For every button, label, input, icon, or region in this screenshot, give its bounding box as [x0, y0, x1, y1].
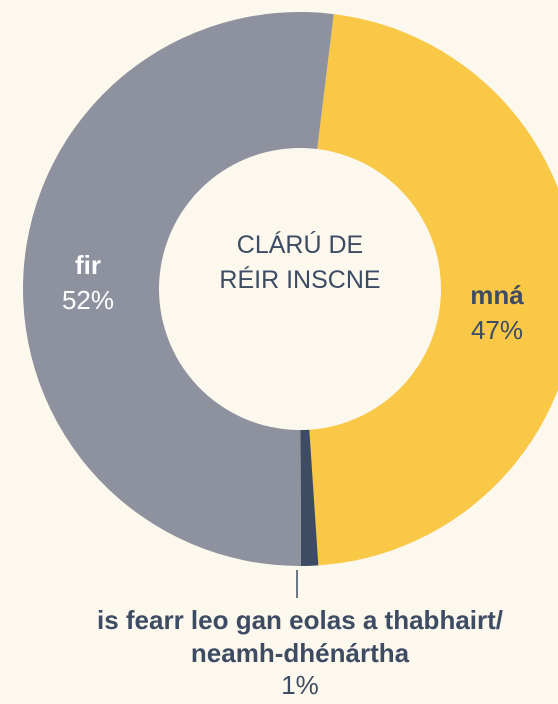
donut-slice: [300, 429, 319, 566]
donut-slice: [309, 14, 558, 566]
slice-label: mná 47%: [437, 280, 557, 346]
category-name: fir: [75, 250, 101, 280]
chart-title: CLÁRÚ DE RÉIR INSCNE: [219, 231, 381, 294]
category-name: mná: [470, 280, 524, 310]
value-label: 1%: [281, 670, 319, 700]
slice-label: fir 52%: [28, 250, 148, 316]
value-label: 47%: [470, 315, 524, 345]
slice-label: is fearr leo gan eolas a thabhairt/ neam…: [60, 604, 540, 701]
value-label: 52%: [61, 285, 115, 315]
category-name: is fearr leo gan eolas a thabhairt/ neam…: [96, 605, 504, 668]
donut-slice: [22, 11, 334, 566]
